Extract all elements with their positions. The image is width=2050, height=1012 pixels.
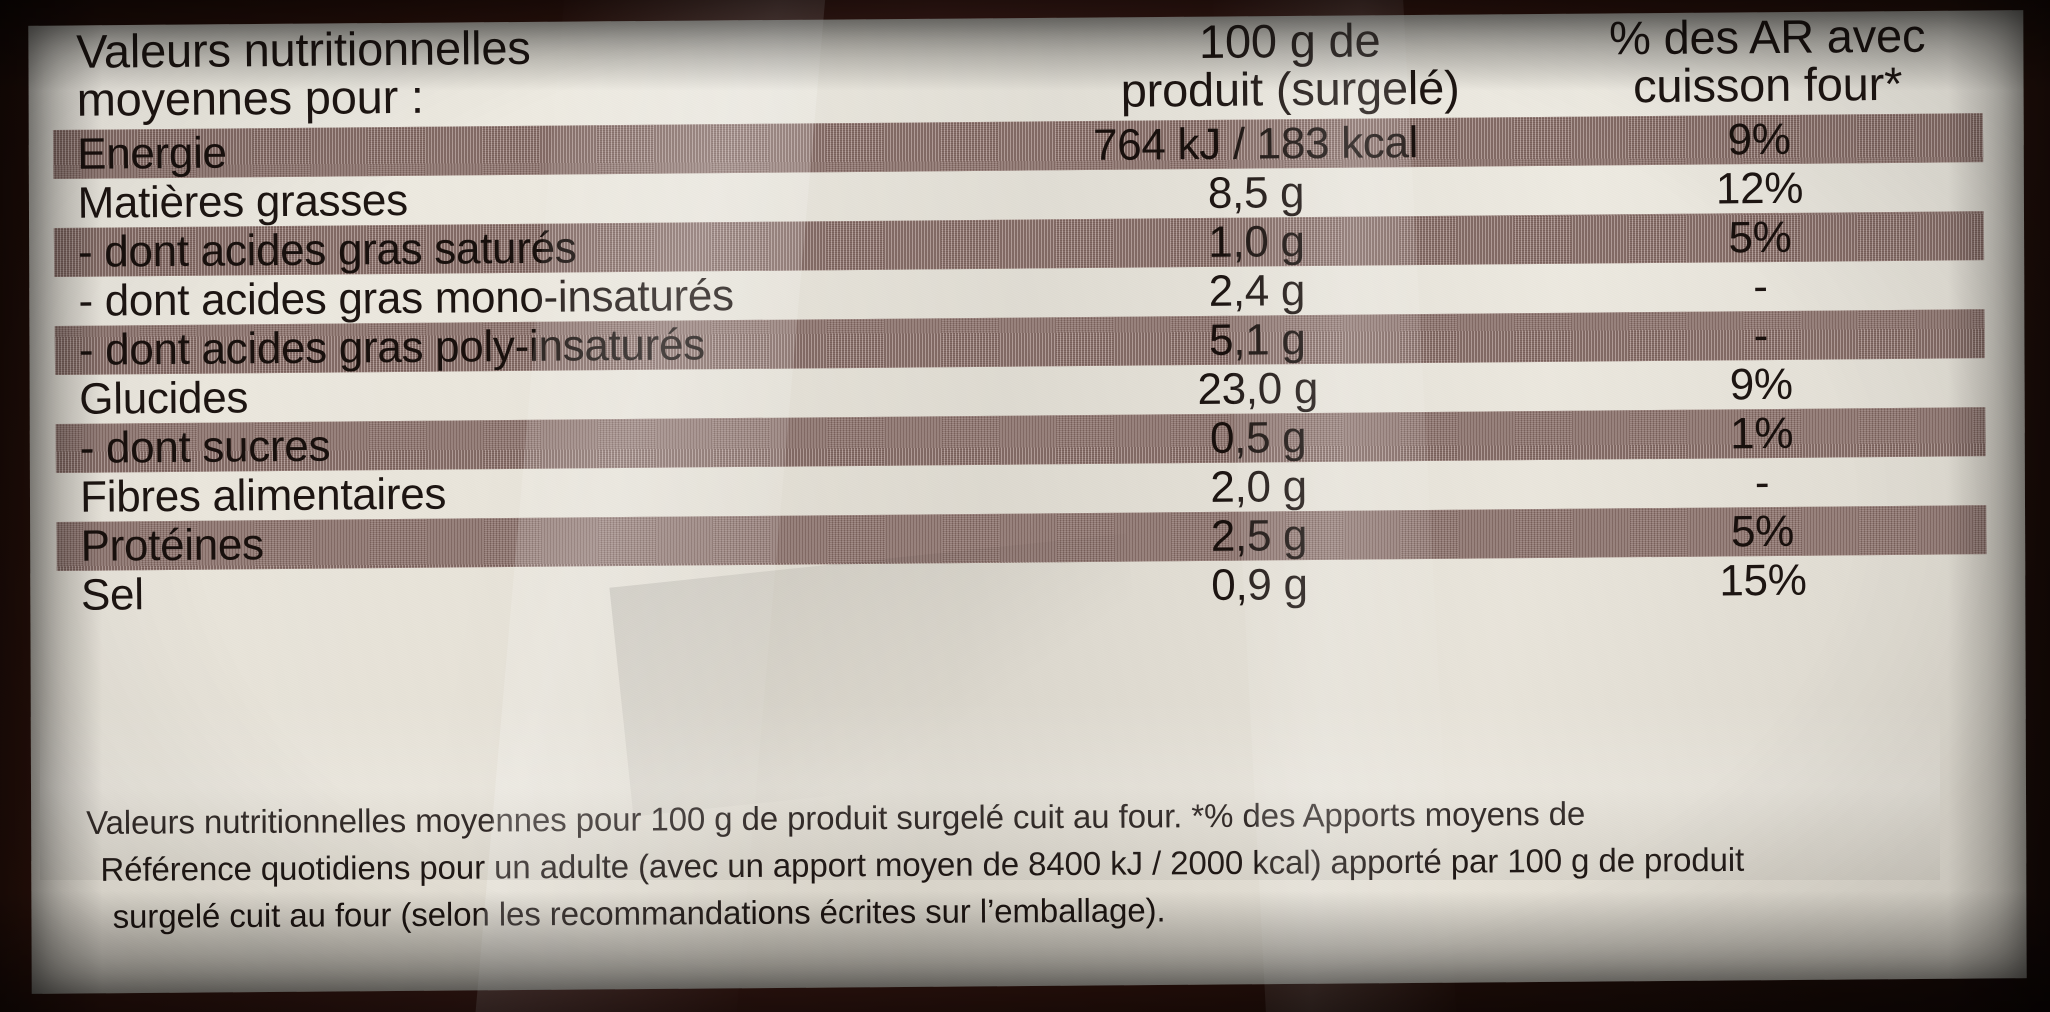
nutrition-row-value: 2,4 g — [1208, 265, 1306, 316]
nutrition-row-value: 8,5 g — [1207, 167, 1305, 218]
header-title-line2: moyennes pour : — [76, 69, 424, 126]
nutrition-row-value: 2,0 g — [1210, 461, 1307, 512]
nutrition-row-label: - dont sucres — [79, 421, 331, 473]
nutrition-row-value: 764 kJ / 183 kcal — [1092, 117, 1419, 170]
nutrition-row-value: 2,5 g — [1210, 510, 1308, 561]
nutrition-row-percent: 5% — [1728, 212, 1792, 262]
nutrition-row-percent: 9% — [1727, 114, 1791, 164]
nutrition-row-value: 0,5 g — [1209, 412, 1307, 463]
nutrition-row-label: Matières grasses — [77, 175, 408, 228]
nutrition-row-label: Energie — [76, 127, 227, 179]
nutrition-table-container: Valeurs nutritionnelles moyennes pour : … — [52, 5, 2007, 620]
nutrition-row-percent: 9% — [1729, 359, 1793, 409]
nutrition-row-percent: - — [1752, 261, 1768, 311]
nutrition-row-percent: 5% — [1730, 506, 1795, 556]
header-value-line2: produit (surgelé) — [1120, 60, 1460, 117]
nutrition-row-label: Fibres alimentaires — [79, 469, 447, 522]
header-percent-column: % des AR avec cuisson four* — [1552, 5, 1983, 117]
header-value-column: 100 g de produit (surgelé) — [1027, 9, 1553, 122]
header-title: Valeurs nutritionnelles moyennes pour : — [52, 13, 1028, 130]
nutrition-table: Valeurs nutritionnelles moyennes pour : … — [52, 5, 1987, 620]
header-value-line1: 100 g de — [1198, 13, 1381, 69]
nutrition-row-label: - dont acides gras saturés — [77, 222, 577, 277]
nutrition-row-value: 23,0 g — [1197, 363, 1319, 414]
nutrition-row-value: 5,1 g — [1208, 314, 1306, 365]
nutrition-footnote: Valeurs nutritionnelles moyennes pour 10… — [86, 789, 1947, 941]
nutrition-row-label: Glucides — [79, 372, 249, 424]
nutrition-row-label: - dont acides gras poly-insaturés — [78, 319, 706, 375]
nutrition-table-body: Energie 764 kJ / 183 kcal 9% Matières grass… — [52, 113, 1987, 620]
nutrition-table-header: Valeurs nutritionnelles moyennes pour : … — [52, 5, 1983, 130]
header-row: Valeurs nutritionnelles moyennes pour : … — [52, 5, 1983, 130]
nutrition-row-percent: - — [1753, 310, 1769, 360]
nutrition-row-label: Sel — [80, 569, 144, 620]
nutrition-row-percent: - — [1754, 457, 1770, 507]
header-percent-line2: cuisson four* — [1632, 56, 1903, 113]
nutrition-row-label: - dont acides gras mono-insaturés — [78, 270, 734, 326]
nutrition-row-percent: 1% — [1729, 408, 1794, 458]
nutrition-row-percent: 15% — [1719, 555, 1807, 605]
nutrition-row-percent: 12% — [1715, 163, 1804, 213]
header-title-line1: Valeurs nutritionnelles — [76, 20, 531, 78]
nutrition-row-value: 1,0 g — [1208, 216, 1305, 267]
nutrition-row-label: Protéines — [80, 519, 264, 571]
nutrition-row-value: 0,9 g — [1211, 559, 1308, 610]
